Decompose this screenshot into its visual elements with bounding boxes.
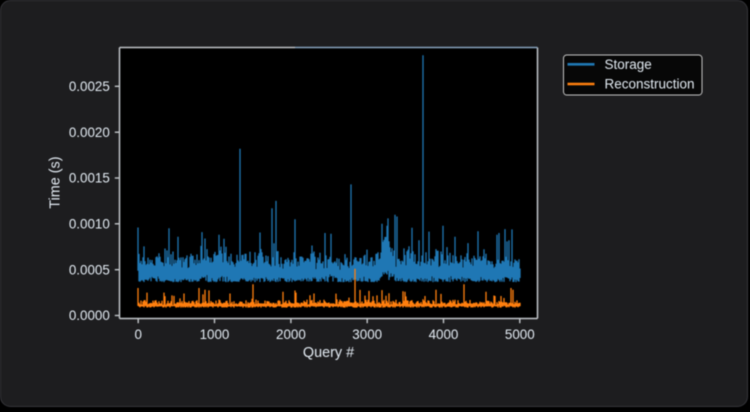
svg-text:0.0015: 0.0015 [69, 171, 110, 186]
svg-text:Reconstruction: Reconstruction [605, 77, 695, 92]
svg-text:0.0010: 0.0010 [69, 216, 110, 231]
svg-text:0.0005: 0.0005 [69, 262, 110, 277]
svg-text:0.0025: 0.0025 [69, 79, 110, 94]
svg-text:Query #: Query # [303, 345, 354, 361]
svg-text:3000: 3000 [352, 327, 382, 342]
svg-text:Storage: Storage [605, 57, 652, 72]
svg-text:0.0020: 0.0020 [69, 125, 110, 140]
svg-text:0: 0 [134, 327, 141, 342]
svg-text:4000: 4000 [429, 327, 459, 342]
svg-text:Time (s): Time (s) [48, 156, 64, 208]
svg-text:0.0000: 0.0000 [69, 308, 110, 323]
svg-text:2000: 2000 [276, 327, 306, 342]
svg-text:5000: 5000 [505, 327, 535, 342]
svg-text:1000: 1000 [200, 327, 230, 342]
